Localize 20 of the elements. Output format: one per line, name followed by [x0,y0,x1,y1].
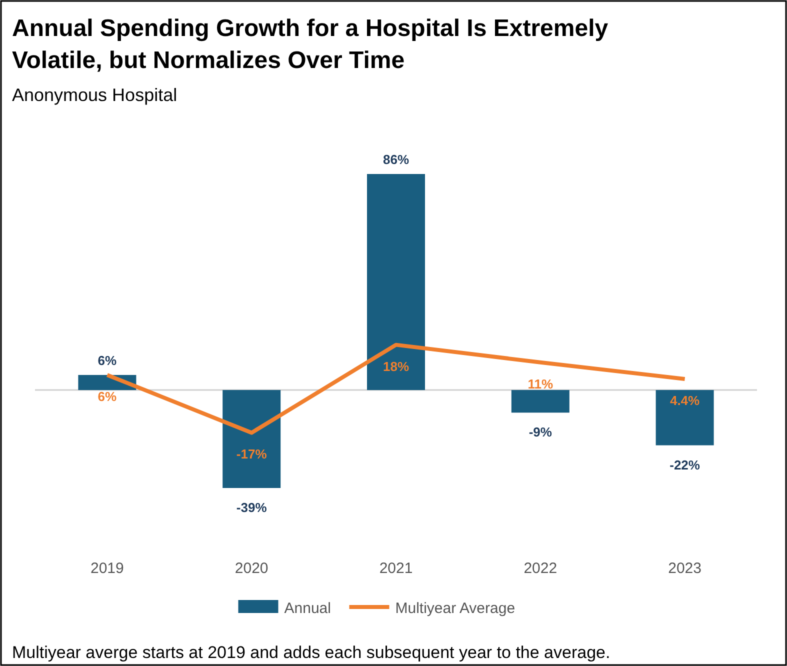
data-label: 6% [98,352,118,368]
text: Multiyear averge starts at 2019 and adds each subsequent year to the average. [12,643,610,662]
data-label: -22% [670,457,700,472]
data-label: 4.4% [670,392,700,408]
data-label: 18% [382,358,410,374]
data-label: -9% [528,424,552,440]
legend-label: Multiyear Average [395,600,516,617]
x-tick-label: 2019 [90,560,124,577]
chart-title: Annual Spending Growth for a Hospital Is Extremely Volatile, but Normalizes Over Time [12,15,609,74]
legend-label: Annual [284,600,331,617]
data-label: 86% [382,152,410,167]
chart-subtitle: Anonymous Hospital [12,85,178,105]
x-tick-label: 2020 [234,560,268,577]
x-tick-label: 2022 [524,560,558,577]
x-tick-label: 2021 [379,560,413,577]
data-label: -39% [236,500,268,515]
x-tick-label: 2023 [668,560,702,577]
data-label: 6% [98,388,118,404]
data-label: -17% [236,446,268,462]
data-label: 11% [528,376,554,392]
